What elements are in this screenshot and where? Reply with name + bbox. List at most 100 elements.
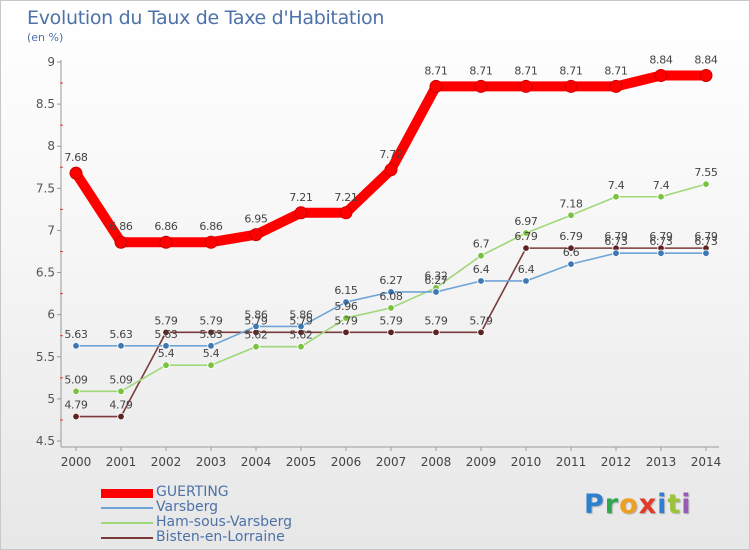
logo-letter: t: [667, 489, 682, 520]
data-label: 5.79: [469, 314, 493, 327]
legend-swatch: [101, 537, 153, 539]
x-tick-label: 2003: [196, 455, 227, 469]
x-tick-label: 2000: [61, 455, 92, 469]
data-point: [654, 68, 668, 82]
data-label: 6.73: [649, 235, 673, 248]
data-label: 8.71: [514, 64, 537, 77]
data-point: [342, 298, 350, 306]
data-point: [72, 342, 80, 350]
legend-swatch: [101, 507, 153, 509]
data-point: [162, 342, 170, 350]
data-point: [342, 314, 350, 322]
data-label: 8.84: [649, 53, 673, 66]
data-label: 5.63: [154, 328, 178, 341]
data-point: [567, 211, 575, 219]
data-label: 7.4: [653, 179, 670, 192]
data-point: [207, 328, 215, 337]
data-point: [387, 328, 395, 337]
data-label: 5.4: [158, 347, 175, 360]
data-label: 6.86: [199, 220, 223, 233]
data-point: [387, 288, 395, 296]
legend-label: Varsberg: [156, 499, 219, 515]
legend-item: GUERTING: [101, 484, 361, 501]
data-label: 6.7: [473, 238, 490, 251]
data-point: [204, 235, 218, 249]
data-point: [432, 328, 440, 337]
data-point: [117, 387, 125, 396]
data-point: [159, 235, 173, 249]
logo-letter: x: [638, 489, 658, 520]
x-tick-label: 2004: [241, 455, 272, 469]
x-tick-label: 2014: [691, 455, 722, 469]
data-point: [522, 277, 530, 285]
data-point: [162, 361, 170, 369]
data-label: 5.62: [244, 329, 267, 342]
data-label: 5.79: [334, 314, 358, 327]
data-point: [612, 193, 620, 201]
data-label: 5.63: [109, 328, 133, 341]
logo-letter: P: [584, 489, 605, 520]
y-tick-label: 8: [47, 139, 55, 153]
data-label: 5.79: [424, 314, 448, 327]
data-label: 5.09: [109, 373, 133, 386]
data-label: 6.73: [694, 235, 718, 248]
data-point: [564, 79, 578, 93]
x-tick-label: 2010: [511, 455, 542, 469]
data-point: [72, 412, 80, 421]
data-label: 7.72: [379, 148, 402, 161]
data-label: 6.27: [379, 274, 403, 287]
x-tick-label: 2009: [466, 455, 497, 469]
logo-letter: r: [604, 489, 620, 520]
x-tick-label: 2011: [556, 455, 587, 469]
data-point: [387, 304, 395, 312]
data-point: [657, 249, 665, 257]
data-point: [699, 68, 713, 82]
x-tick-label: 2006: [331, 455, 362, 469]
data-point: [567, 244, 575, 252]
data-label: 6.73: [604, 235, 628, 248]
data-label: 4.79: [109, 399, 133, 412]
proxiti-logo: Proxiti: [584, 489, 692, 520]
data-point: [252, 322, 260, 331]
data-point: [69, 166, 83, 180]
data-label: 5.79: [379, 314, 403, 327]
x-tick-label: 2005: [286, 455, 317, 469]
legend-label: Bisten-en-Lorraine: [156, 529, 285, 545]
data-point: [567, 260, 575, 268]
data-point: [294, 206, 308, 220]
legend-swatch: [101, 488, 153, 498]
data-label: 5.86: [244, 308, 268, 321]
y-tick-label: 6.5: [36, 266, 55, 280]
legend-label: Ham-sous-Varsberg: [156, 514, 293, 530]
data-label: 7.21: [289, 191, 312, 204]
y-tick-label: 7: [47, 223, 55, 237]
data-label: 8.71: [469, 64, 492, 77]
data-label: 5.79: [289, 314, 313, 327]
data-label: 6.97: [514, 215, 538, 228]
data-point: [702, 180, 710, 188]
x-tick-label: 2008: [421, 455, 452, 469]
logo-letter: o: [619, 489, 639, 520]
data-label: 5.96: [334, 300, 358, 313]
data-label: 6.15: [334, 284, 358, 297]
data-label: 6.79: [514, 230, 538, 243]
data-label: 5.79: [154, 314, 178, 327]
y-tick-label: 8.5: [36, 97, 55, 111]
data-label: 6.27: [424, 274, 448, 287]
data-label: 5.79: [199, 314, 223, 327]
data-label: 8.71: [424, 64, 447, 77]
data-point: [522, 229, 530, 237]
data-label: 7.55: [694, 166, 718, 179]
y-tick-label: 6: [47, 308, 55, 322]
data-label: 6.4: [473, 263, 490, 276]
data-point: [72, 387, 80, 396]
data-label: 7.68: [64, 151, 88, 164]
data-point: [339, 206, 353, 220]
data-label: 8.84: [694, 53, 718, 66]
data-point: [162, 328, 170, 337]
data-point: [384, 163, 398, 177]
legend-item: Bisten-en-Lorraine: [101, 529, 361, 546]
data-point: [342, 328, 350, 337]
legend-swatch: [101, 522, 153, 524]
